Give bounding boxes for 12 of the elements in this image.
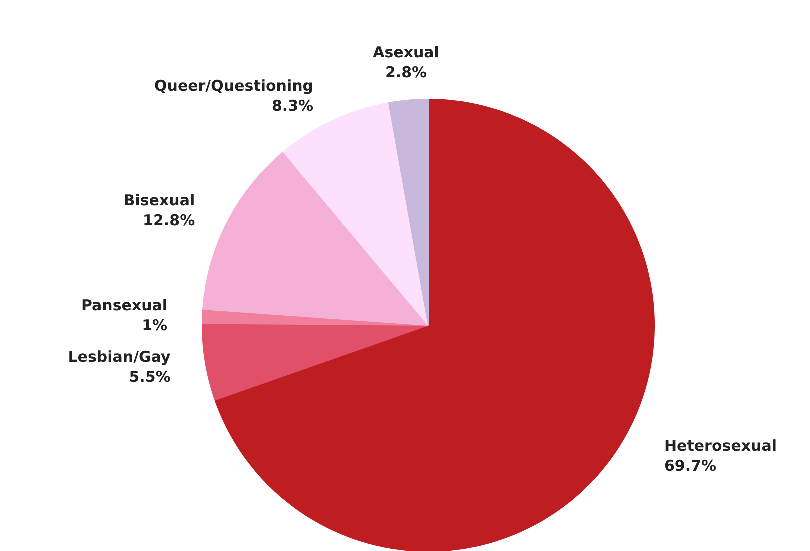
slice-label: Asexual [373,43,440,62]
data-label: 8.3% [272,97,314,116]
data-label: 1% [142,316,168,335]
slice-label: Heterosexual [664,437,777,456]
data-label: 12.8% [143,211,196,230]
data-label: 69.7% [664,457,717,476]
slice-label: Queer/Questioning [154,77,314,96]
slice-label: Bisexual [124,191,196,210]
data-label: 5.5% [129,368,171,386]
slice-label: Pansexual [81,296,168,315]
slice-label: Lesbian/Gay [68,348,172,366]
data-label: 2.8% [385,63,428,82]
